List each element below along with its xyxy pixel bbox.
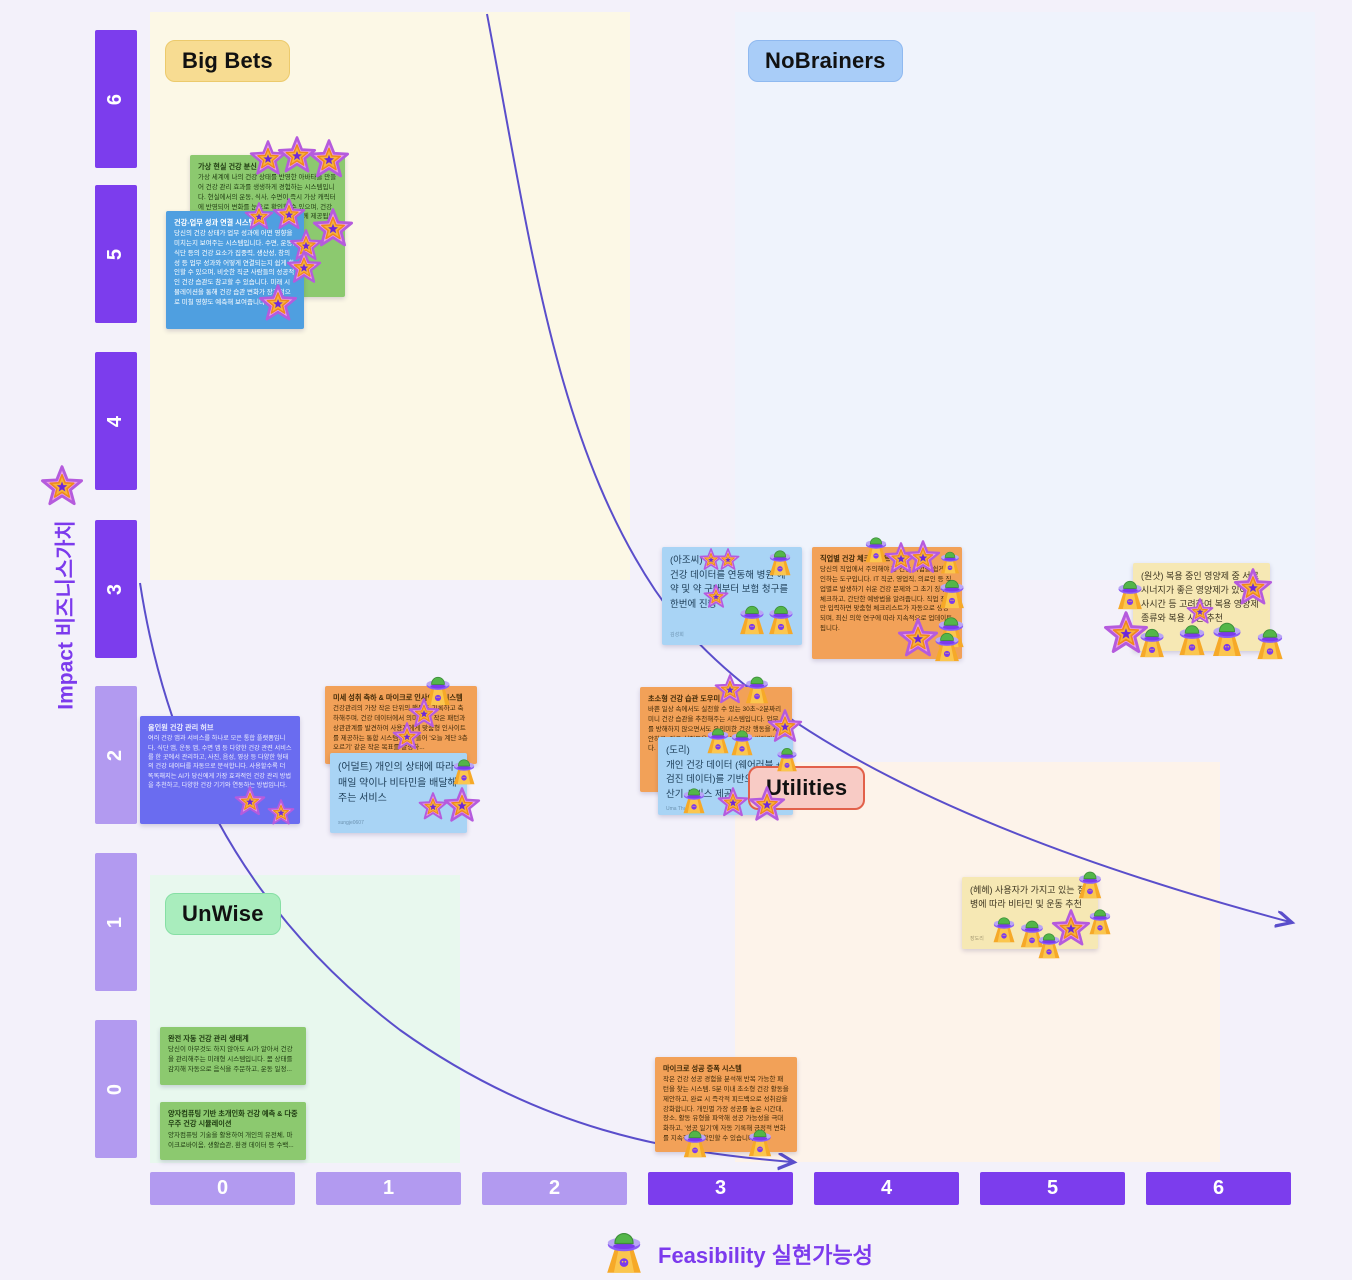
star-sticker[interactable] xyxy=(244,202,274,232)
star-sticker[interactable] xyxy=(767,709,803,745)
ufo-sticker[interactable] xyxy=(989,913,1019,943)
note-quantum-simulation[interactable]: 양자컴퓨팅 기반 초개인화 건강 예측 & 다중우주 건강 시뮬레이션 양자컴퓨… xyxy=(160,1102,306,1160)
label-unwise[interactable]: UnWise xyxy=(165,893,281,935)
ufo-sticker[interactable] xyxy=(741,672,773,704)
ufo-sticker[interactable] xyxy=(449,755,479,785)
note-title: 올인원 건강 관리 허브 xyxy=(148,723,214,732)
note-title: 마이크로 성공 증폭 시스템 xyxy=(663,1064,742,1073)
x-tick-0[interactable]: 0 xyxy=(150,1172,295,1205)
y-tick-2-label: 2 xyxy=(104,749,127,761)
note-body: 양자컴퓨팅 기술을 활용하여 개인의 유전체, 마이크로바이옴, 생활습관, 환… xyxy=(168,1131,294,1149)
note-title: 가상 현실 건강 분신 xyxy=(198,162,257,171)
star-sticker[interactable] xyxy=(258,284,298,324)
x-tick-6[interactable]: 6 xyxy=(1146,1172,1291,1205)
star-sticker[interactable] xyxy=(392,722,422,752)
x-tick-2[interactable]: 2 xyxy=(482,1172,627,1205)
star-sticker[interactable] xyxy=(312,208,354,250)
ufo-sticker[interactable] xyxy=(727,726,757,756)
x-tick-2-label: 2 xyxy=(548,1177,561,1199)
star-sticker[interactable] xyxy=(1051,909,1091,949)
star-icon xyxy=(40,465,84,509)
y-tick-4[interactable]: 4 xyxy=(95,352,137,490)
note-auto-health-ecosystem[interactable]: 완전 자동 건강 관리 생태계 당신이 아무것도 하지 않아도 AI가 알아서 … xyxy=(160,1027,306,1085)
x-tick-1-label: 1 xyxy=(382,1177,395,1199)
ufo-sticker[interactable] xyxy=(1034,929,1064,959)
quadrant-utilities xyxy=(735,762,1220,1162)
ufo-sticker[interactable] xyxy=(773,744,801,772)
y-tick-0-label: 0 xyxy=(104,1083,127,1095)
y-tick-2[interactable]: 2 xyxy=(95,686,137,824)
star-sticker[interactable] xyxy=(277,136,317,176)
x-tick-3[interactable]: 3 xyxy=(648,1172,793,1205)
star-sticker[interactable] xyxy=(443,787,481,825)
ufo-sticker[interactable] xyxy=(937,548,963,574)
star-sticker[interactable] xyxy=(1233,568,1273,608)
star-sticker[interactable] xyxy=(308,139,350,181)
y-axis-label-en: Impact xyxy=(55,642,79,710)
x-tick-0-label: 0 xyxy=(216,1177,229,1199)
note-title: 완전 자동 건강 관리 생태계 xyxy=(168,1034,249,1043)
x-tick-5[interactable]: 5 xyxy=(980,1172,1125,1205)
ufo-sticker[interactable] xyxy=(1252,624,1288,660)
ufo-sticker[interactable] xyxy=(935,575,969,609)
x-tick-4[interactable]: 4 xyxy=(814,1172,959,1205)
x-axis-label-en: Feasibility xyxy=(658,1243,766,1268)
label-big-bets[interactable]: Big Bets xyxy=(165,40,290,82)
ufo-sticker[interactable] xyxy=(1174,620,1210,656)
star-sticker[interactable] xyxy=(748,786,786,824)
note-author: 장도리 xyxy=(970,936,984,942)
ufo-sticker[interactable] xyxy=(679,784,709,814)
ufo-sticker[interactable] xyxy=(679,1126,711,1158)
ufo-sticker[interactable] xyxy=(1113,576,1147,610)
note-body: 여러 건강 앱과 서비스를 하나로 모은 통합 플랫폼입니다. 식단 앱, 운동… xyxy=(148,735,292,789)
note-title: 건강-업무 성과 연결 시스템 xyxy=(174,218,256,227)
star-sticker[interactable] xyxy=(234,786,266,818)
y-tick-0[interactable]: 0 xyxy=(95,1020,137,1158)
ufo-sticker[interactable] xyxy=(1207,617,1247,657)
star-sticker[interactable] xyxy=(267,799,295,827)
star-sticker[interactable] xyxy=(249,140,287,178)
ufo-icon xyxy=(600,1226,648,1274)
star-sticker[interactable] xyxy=(286,250,322,286)
star-sticker[interactable] xyxy=(289,229,323,263)
y-tick-1-label: 1 xyxy=(104,916,127,928)
label-nobrainers[interactable]: NoBrainers xyxy=(748,40,903,82)
y-axis-label: Impact 비즈니스가치 xyxy=(30,520,100,710)
star-sticker[interactable] xyxy=(272,198,306,232)
y-tick-1[interactable]: 1 xyxy=(95,853,137,991)
y-tick-5[interactable]: 5 xyxy=(95,185,137,323)
x-tick-5-label: 5 xyxy=(1046,1177,1059,1199)
note-title: 양자컴퓨팅 기반 초개인화 건강 예측 & 다중우주 건강 시뮬레이션 xyxy=(168,1109,298,1129)
y-tick-6-label: 6 xyxy=(104,93,127,105)
ufo-sticker[interactable] xyxy=(930,628,964,662)
quadrant-nobrainers xyxy=(735,12,1315,580)
ufo-sticker[interactable] xyxy=(1074,867,1106,899)
ufo-sticker[interactable] xyxy=(1016,916,1048,948)
star-sticker[interactable] xyxy=(717,787,749,819)
ufo-sticker[interactable] xyxy=(744,1125,776,1157)
ufo-sticker[interactable] xyxy=(765,546,795,576)
note-body: (헤헤) 사용자가 가지고 있는 질병에 따라 비타민 및 운동 추천 xyxy=(970,885,1086,909)
star-sticker[interactable] xyxy=(703,584,729,610)
x-axis-label: Feasibility 실현가능성 xyxy=(600,1226,873,1274)
x-axis-label-ko: 실현가능성 xyxy=(771,1243,873,1268)
y-tick-4-label: 4 xyxy=(104,415,127,427)
note-body: 당신이 아무것도 하지 않아도 AI가 알아서 건강을 관리해주는 미래형 시스… xyxy=(168,1046,293,1073)
y-tick-5-label: 5 xyxy=(104,248,127,260)
y-axis-label-ko: 비즈니스가치 xyxy=(55,520,79,637)
x-tick-4-label: 4 xyxy=(880,1177,893,1199)
x-tick-6-label: 6 xyxy=(1212,1177,1225,1199)
star-sticker[interactable] xyxy=(716,548,740,572)
ufo-sticker[interactable] xyxy=(764,601,798,635)
x-tick-1[interactable]: 1 xyxy=(316,1172,461,1205)
x-tick-3-label: 3 xyxy=(714,1177,727,1199)
star-sticker[interactable] xyxy=(905,540,941,576)
y-tick-6[interactable]: 6 xyxy=(95,30,137,168)
y-tick-3-label: 3 xyxy=(104,583,127,595)
y-tick-3[interactable]: 3 xyxy=(95,520,137,658)
ufo-sticker[interactable] xyxy=(1135,624,1169,658)
